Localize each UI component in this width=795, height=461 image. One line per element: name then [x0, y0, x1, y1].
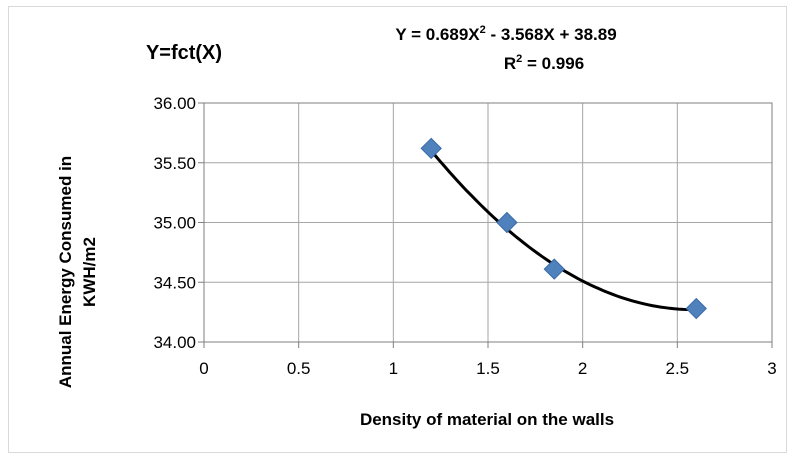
x-tick-label: 0.5 [287, 359, 311, 378]
y-tick-label: 35.00 [153, 214, 196, 233]
data-point-marker [685, 297, 707, 320]
x-tick-label: 0 [199, 359, 208, 378]
data-point-marker [543, 258, 565, 280]
point-layer [420, 137, 707, 320]
r-squared-label: R2 = 0.996 [504, 53, 584, 73]
x-axis-label: Density of material on the walls [360, 410, 614, 429]
data-point-marker [420, 137, 442, 160]
x-tick-label: 1.5 [476, 359, 500, 378]
y-tick-label: 35.50 [153, 154, 196, 173]
chart-title: Y=fct(X) [146, 42, 222, 64]
x-tick-label: 3 [767, 359, 776, 378]
y-tick-label: 36.00 [153, 94, 196, 113]
data-point-marker [496, 211, 518, 234]
chart-svg: 0 0.5 1 1.5 2 2.5 3 34.00 34.50 35.00 35.50 36.00 Y… [56, 24, 777, 429]
polynomial-trendline [430, 149, 697, 312]
tick-layer: 0 0.5 1 1.5 2 2.5 3 34.00 34.50 35.00 35.50 36.00 [153, 94, 776, 378]
x-tick-label: 2.5 [666, 359, 690, 378]
x-tick-label: 2 [578, 359, 587, 378]
y-axis-label-line-1: Annual Energy Consumed in [56, 156, 75, 388]
y-axis-label-line-2: KWH/m2 [80, 237, 99, 307]
x-tick-label: 1 [389, 359, 398, 378]
y-tick-label: 34.50 [153, 273, 196, 292]
trendline-equation: Y = 0.689X2 - 3.568X + 38.89 [395, 24, 616, 44]
y-tick-label: 34.00 [153, 333, 196, 352]
grid-layer [204, 103, 772, 342]
chart-frame: 0 0.5 1 1.5 2 2.5 3 34.00 34.50 35.00 35.50 36.00 Y… [8, 6, 787, 453]
